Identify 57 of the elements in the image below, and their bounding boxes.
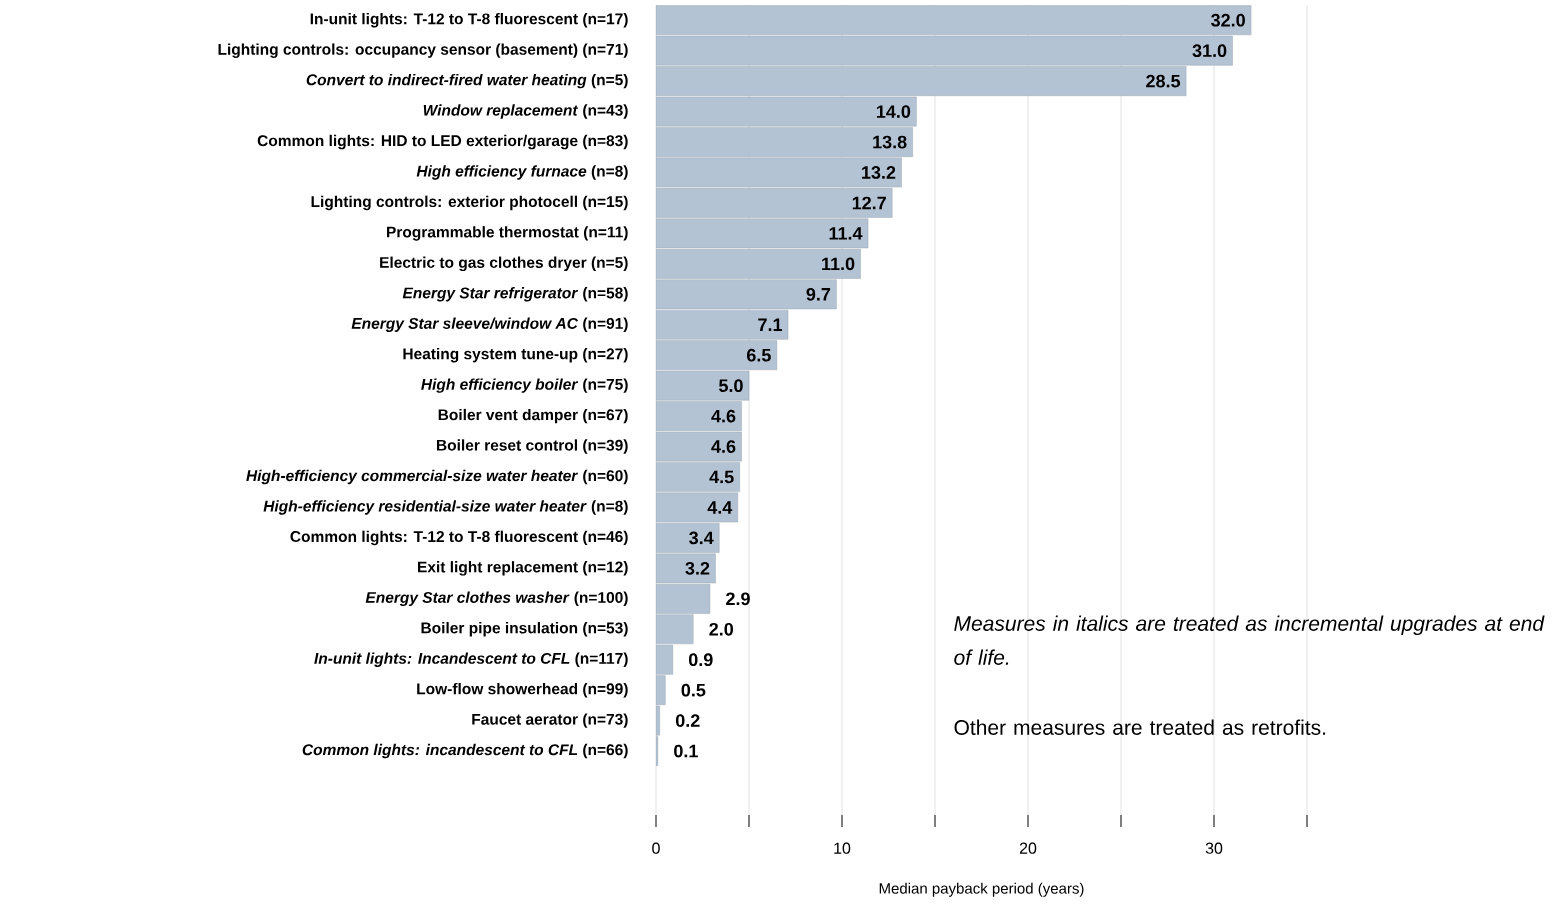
data-label: 0.1 — [674, 744, 698, 758]
data-label: 6.5 — [747, 348, 771, 362]
data-label: 31.0 — [1192, 44, 1227, 58]
data-label: 28.5 — [1146, 74, 1181, 88]
y-tick-label: Energy Star clothes washer (n=100) — [365, 591, 628, 607]
data-label: 12.7 — [852, 196, 886, 210]
y-tick-label: Common lights: incandescent to CFL (n=66) — [302, 743, 628, 759]
y-tick-label: Boiler pipe insulation (n=53) — [421, 622, 628, 637]
y-tick-label: Boiler vent damper (n=67) — [438, 408, 628, 424]
annotation: Other measures are treated as retrofits. — [954, 719, 1326, 735]
y-tick-label: High efficiency furnace (n=8) — [416, 165, 628, 180]
y-tick-label: Heating system tune-up (n=27) — [403, 347, 628, 363]
y-tick-label: Lighting controls: exterior photocell (n=15) — [311, 195, 628, 211]
y-tick-label: Electric to gas clothes dryer (n=5) — [380, 256, 628, 272]
data-label: 7.1 — [758, 318, 783, 331]
data-label: 3.2 — [685, 561, 710, 575]
y-tick-label: High-efficiency commercial-size water heater (n=60) — [246, 469, 628, 485]
data-label: 11.0 — [822, 257, 855, 271]
data-label: 0.5 — [681, 683, 706, 697]
data-label: 2.9 — [726, 592, 750, 606]
y-tick-label: Window replacement (n=43) — [423, 104, 628, 119]
x-tick-label: 20 — [1019, 842, 1037, 854]
y-tick-label: Programmable thermostat (n=11) — [387, 226, 628, 241]
y-tick-label: Lighting controls: occupancy sensor (basement) (n=71) — [218, 43, 628, 58]
y-tick-label: Boiler reset control (n=39) — [436, 439, 628, 454]
x-tick-label: 30 — [1205, 842, 1223, 854]
y-tick-label: Energy Star sleeve/window AC (n=91) — [351, 317, 628, 332]
y-tick-label: In-unit lights: Incandescent to CFL (n=117) — [314, 652, 628, 667]
data-label: 32.0 — [1211, 13, 1245, 27]
data-label: 0.2 — [675, 714, 700, 727]
data-label: 2.0 — [709, 622, 734, 636]
data-label: 13.2 — [862, 166, 896, 179]
data-label: 14.0 — [876, 105, 911, 118]
annotation: Measures in italics are treated as incremental upgrades at end of life. — [954, 615, 1545, 665]
x-tick-label: 0 — [652, 842, 660, 854]
y-tick-label: Exit light replacement (n=12) — [418, 561, 628, 576]
y-tick-label: Energy Star refrigerator (n=58) — [402, 287, 628, 302]
y-tick-label: High-efficiency residential-size water heater (n=8) — [263, 500, 628, 515]
data-label: 5.0 — [718, 379, 743, 393]
data-label: 13.8 — [873, 135, 907, 149]
data-label: 9.7 — [806, 287, 831, 301]
data-label: 4.6 — [711, 440, 736, 453]
y-tick-label: Common lights: T-12 to T-8 fluorescent (n=46) — [290, 530, 628, 546]
data-label: 3.4 — [689, 531, 714, 545]
data-label: 4.4 — [707, 501, 733, 514]
y-tick-label: Common lights: HID to LED exterior/garage (n=83) — [257, 134, 628, 150]
data-label: 0.9 — [688, 653, 713, 667]
y-tick-label: Faucet aerator (n=73) — [472, 713, 628, 728]
y-tick-label: High efficiency boiler (n=75) — [421, 378, 628, 393]
x-tick-label: 10 — [834, 842, 851, 854]
data-label: 4.5 — [709, 470, 734, 484]
y-tick-label: In-unit lights: T-12 to T-8 fluorescent (n=17) — [310, 12, 628, 28]
y-tick-label: Low-flow showerhead (n=99) — [417, 682, 628, 698]
data-label: 11.4 — [829, 227, 863, 240]
y-tick-label: Convert to indirect-fired water heating (n=5) — [306, 73, 628, 89]
x-axis-title: Median payback period (years) — [879, 882, 1084, 897]
data-label: 4.6 — [711, 409, 736, 423]
